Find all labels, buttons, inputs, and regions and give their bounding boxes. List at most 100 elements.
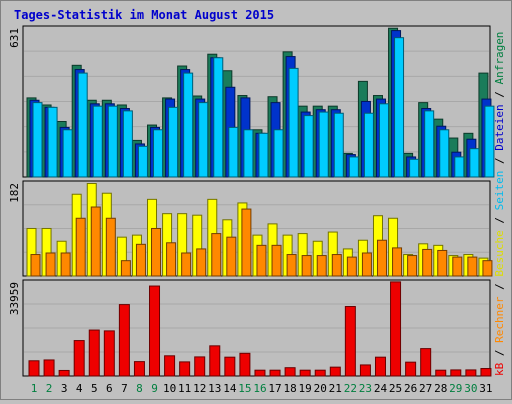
- bar-seiten-day-11: [183, 72, 194, 178]
- bar-kb-day-14: [224, 356, 236, 377]
- requests-panel: 631: [8, 25, 495, 178]
- x-tick-label-day-27: 27: [419, 382, 432, 395]
- bar-rechner-day-16: [256, 244, 267, 277]
- bar-kb-day-10: [164, 355, 176, 377]
- legend-part: kB: [493, 362, 506, 376]
- bar-seiten-day-16: [258, 132, 269, 178]
- bar-kb-day-5: [88, 329, 100, 377]
- bar-rechner-day-26: [407, 255, 418, 277]
- bar-rechner-day-13: [211, 233, 222, 277]
- bar-kb-day-9: [149, 285, 161, 377]
- legend-part: /: [493, 277, 506, 297]
- bar-seiten-day-17: [273, 129, 284, 178]
- bar-rechner-day-17: [271, 244, 282, 277]
- bar-kb-day-29: [450, 369, 462, 377]
- bar-seiten-day-10: [168, 106, 179, 178]
- x-tick-label-day-20: 20: [314, 382, 327, 395]
- bar-rechner-day-18: [286, 254, 297, 277]
- bar-rechner-day-28: [437, 249, 448, 277]
- legend-part: Dateien: [493, 104, 506, 150]
- bar-seiten-day-9: [153, 129, 164, 178]
- legend-part: /: [493, 210, 506, 230]
- y-axis-max-label: 182: [8, 183, 21, 203]
- x-tick-label-day-14: 14: [223, 382, 237, 395]
- bar-seiten-day-3: [62, 129, 73, 178]
- bar-seiten-day-12: [198, 102, 209, 178]
- x-tick-label-day-18: 18: [283, 382, 296, 395]
- bar-kb-day-16: [254, 369, 266, 377]
- x-tick-label-day-19: 19: [299, 382, 312, 395]
- legend-part: Anfragen: [493, 32, 506, 85]
- x-tick-label-day-7: 7: [121, 382, 128, 395]
- bar-seiten-day-6: [107, 105, 118, 178]
- bar-seiten-day-13: [213, 57, 224, 178]
- bar-kb-day-7: [118, 304, 130, 377]
- bar-rechner-day-1: [30, 254, 41, 277]
- bar-kb-day-27: [420, 348, 432, 377]
- bar-rechner-day-11: [181, 252, 192, 277]
- bar-seiten-day-18: [288, 67, 299, 178]
- bar-rechner-day-8: [135, 243, 146, 277]
- x-tick-label-day-26: 26: [404, 382, 417, 395]
- bar-kb-day-21: [329, 366, 341, 377]
- x-tick-label-day-21: 21: [329, 382, 342, 395]
- x-tick-label-day-6: 6: [106, 382, 113, 395]
- bar-seiten-day-31: [484, 105, 495, 178]
- bar-rechner-day-14: [226, 236, 237, 277]
- bar-rechner-day-15: [241, 208, 252, 277]
- bar-seiten-day-29: [454, 156, 465, 178]
- kbytes-panel: 33959: [8, 279, 492, 377]
- bar-kb-day-19: [299, 369, 311, 377]
- bar-rechner-day-6: [105, 217, 116, 277]
- bar-kb-day-23: [359, 364, 371, 377]
- x-tick-label-day-13: 13: [208, 382, 221, 395]
- x-tick-label-day-22: 22: [344, 382, 357, 395]
- legend-part: /: [493, 151, 506, 171]
- x-tick-label-day-29: 29: [449, 382, 462, 395]
- x-tick-label-day-30: 30: [464, 382, 477, 395]
- x-tick-label-day-17: 17: [268, 382, 281, 395]
- legend-part: /: [493, 343, 506, 363]
- x-tick-label-day-1: 1: [31, 382, 38, 395]
- x-tick-label-day-9: 9: [151, 382, 158, 395]
- bar-seiten-day-19: [303, 115, 314, 178]
- bar-seiten-day-24: [378, 103, 389, 178]
- bar-rechner-day-9: [151, 227, 162, 277]
- bar-kb-day-11: [179, 361, 191, 377]
- bar-kb-day-1: [28, 360, 40, 377]
- bar-kb-day-18: [284, 367, 296, 377]
- bar-kb-day-31: [480, 368, 492, 377]
- bar-kb-day-17: [269, 369, 281, 377]
- x-tick-label-day-2: 2: [46, 382, 53, 395]
- bar-seiten-day-22: [348, 156, 359, 178]
- bar-kb-day-22: [344, 306, 356, 377]
- bar-kb-day-20: [314, 369, 326, 377]
- x-tick-label-day-8: 8: [136, 382, 143, 395]
- bar-kb-day-2: [43, 359, 55, 377]
- bar-kb-day-15: [239, 352, 251, 377]
- x-tick-label-day-23: 23: [359, 382, 372, 395]
- visits-panel: 182: [8, 180, 493, 277]
- y-axis-max-label: 631: [8, 28, 21, 48]
- bar-seiten-day-4: [77, 72, 88, 178]
- x-tick-label-day-12: 12: [193, 382, 206, 395]
- legend-part: Besuche: [493, 230, 506, 276]
- x-tick-label-day-24: 24: [374, 382, 388, 395]
- bar-seiten-day-2: [47, 106, 58, 178]
- bar-kb-day-8: [133, 361, 145, 377]
- bar-rechner-day-5: [90, 206, 101, 277]
- bar-seiten-day-23: [363, 112, 374, 178]
- bar-seiten-day-28: [439, 129, 450, 178]
- bar-seiten-day-1: [32, 102, 43, 178]
- bar-rechner-day-10: [166, 242, 177, 277]
- x-tick-label-day-10: 10: [163, 382, 176, 395]
- legend-part: /: [493, 85, 506, 105]
- legend-label: kB / Rechner / Besuche / Seiten / Dateie…: [493, 32, 506, 376]
- bar-rechner-day-12: [196, 248, 207, 277]
- chart-title: Tages-Statistik im Monat August 2015: [14, 8, 274, 22]
- bar-seiten-day-14: [228, 126, 239, 178]
- bar-rechner-day-7: [120, 260, 131, 277]
- bar-rechner-day-23: [361, 252, 372, 277]
- bar-seiten-day-25: [394, 37, 405, 178]
